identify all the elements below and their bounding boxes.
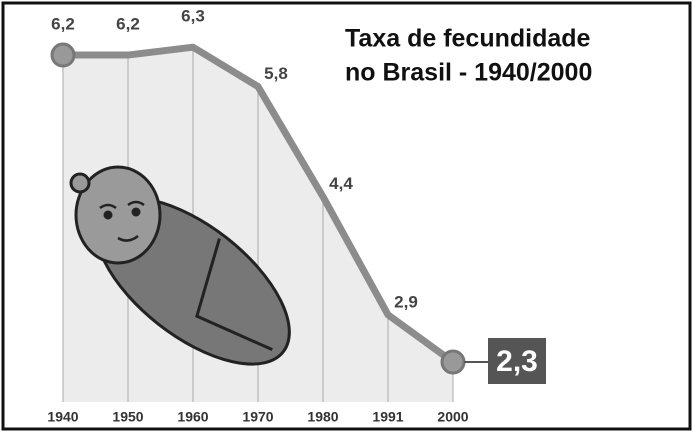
value-label: 2,3 (496, 345, 538, 378)
x-tick-label: 1950 (112, 409, 143, 425)
x-tick-label: 1970 (242, 409, 273, 425)
value-label: 6,2 (51, 15, 75, 34)
x-tick-label: 1980 (307, 409, 338, 425)
x-tick-label: 2000 (437, 409, 468, 425)
point-marker (52, 44, 74, 66)
value-label: 5,8 (264, 64, 288, 83)
x-tick-label: 1960 (177, 409, 208, 425)
value-label: 6,3 (181, 7, 205, 26)
value-label: 2,9 (394, 292, 418, 311)
chart-title: no Brasil - 1940/2000 (345, 59, 592, 87)
x-tick-label: 1991 (372, 409, 403, 425)
x-tick-label: 1940 (47, 409, 78, 425)
value-label: 4,4 (329, 174, 353, 193)
value-label: 6,2 (116, 15, 140, 34)
chart-title: Taxa de fecundidade (345, 25, 591, 53)
chart: Taxa de fecundidade no Brasil - 1940/200… (0, 0, 693, 432)
page: Taxa de fecundidade no Brasil - 1940/200… (0, 0, 693, 432)
point-marker (442, 351, 464, 373)
